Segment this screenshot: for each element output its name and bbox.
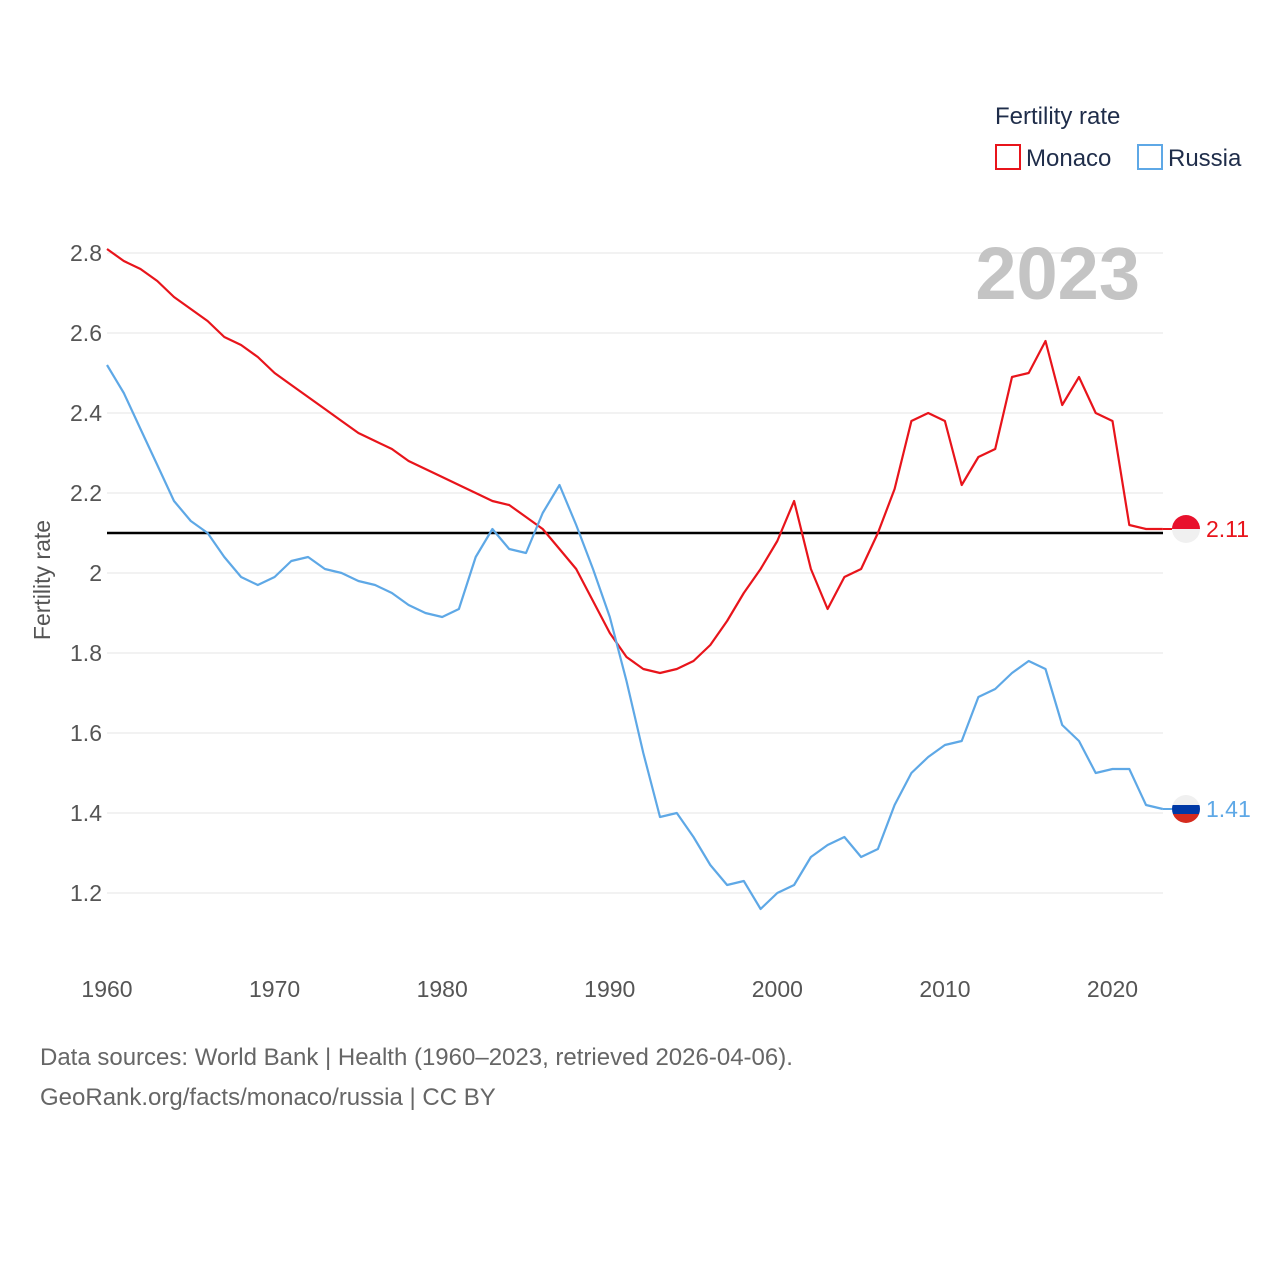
credit-line: GeoRank.org/facts/monaco/russia | CC BY (40, 1084, 496, 1111)
y-tick-label-2: 2 (89, 560, 102, 586)
gridlines (107, 252, 1163, 894)
flag-monaco-white-band (1172, 529, 1200, 543)
flag-monaco-red-band (1172, 515, 1200, 529)
legend-swatch-russia[interactable] (1137, 144, 1163, 170)
x-tick-label-2000: 2000 (752, 976, 803, 1002)
flag-russia-icon (1172, 795, 1200, 823)
source-line: Data sources: World Bank | Health (1960–… (40, 1044, 793, 1071)
legend: Fertility rate Monaco Russia (995, 103, 1242, 172)
y-axis-title: Fertility rate (29, 520, 55, 640)
series-line-monaco (106, 248, 1163, 675)
flag-russia-red-band (1172, 814, 1200, 823)
flag-monaco-icon (1172, 515, 1200, 543)
x-axis-ticks: 1960 1970 1980 1990 2000 2010 2020 (81, 976, 1138, 1002)
x-tick-label-1970: 1970 (249, 976, 300, 1002)
end-value-label-russia: 1.41 (1206, 796, 1251, 822)
legend-label-monaco[interactable]: Monaco (1026, 145, 1111, 172)
legend-swatch-monaco[interactable] (995, 144, 1021, 170)
x-tick-label-1990: 1990 (584, 976, 635, 1002)
flag-russia-white-band (1172, 795, 1200, 805)
y-tick-label-1.6: 1.6 (70, 720, 102, 746)
x-tick-label-1960: 1960 (81, 976, 132, 1002)
y-tick-label-2.6: 2.6 (70, 320, 102, 346)
end-markers: 2.11 1.41 (1162, 515, 1251, 823)
y-tick-label-1.4: 1.4 (70, 800, 102, 826)
y-axis-ticks: 1.2 1.4 1.6 1.8 2 2.2 2.4 2.6 2.8 (70, 240, 102, 906)
y-tick-label-2.4: 2.4 (70, 400, 102, 426)
x-tick-label-1980: 1980 (417, 976, 468, 1002)
series-lines (106, 248, 1164, 911)
line-chart: 1.21.41.61.822.22.42.62.8 1960 1970 1980 19… (29, 103, 1251, 1002)
y-tick-label-2.8: 2.8 (70, 240, 102, 266)
year-label: 2023 (975, 232, 1140, 315)
series-line-russia (106, 364, 1164, 911)
x-tick-label-2010: 2010 (919, 976, 970, 1002)
y-tick-label-2.2: 2.2 (70, 480, 102, 506)
x-tick-label-2020: 2020 (1087, 976, 1138, 1002)
y-tick-label-1.8: 1.8 (70, 640, 102, 666)
flag-russia-blue-band (1172, 805, 1200, 814)
y-tick-label-1.2: 1.2 (70, 880, 102, 906)
end-value-label-monaco: 2.11 (1206, 516, 1249, 542)
legend-label-russia[interactable]: Russia (1168, 145, 1242, 172)
legend-title: Fertility rate (995, 103, 1120, 130)
